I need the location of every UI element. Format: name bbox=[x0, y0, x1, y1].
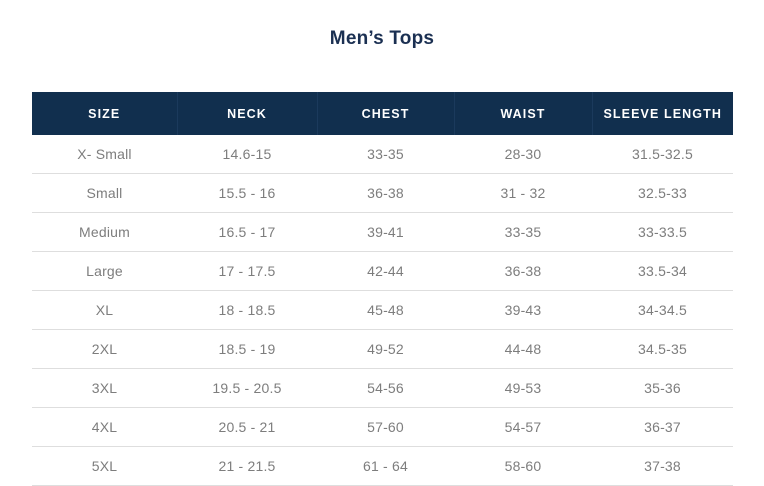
cell-neck: 20.5 - 21 bbox=[177, 407, 317, 447]
cell-size: 3XL bbox=[32, 368, 177, 408]
page-title: Men’s Tops bbox=[329, 28, 435, 49]
cell-waist: 49-53 bbox=[454, 368, 592, 408]
table-row: 4XL 20.5 - 21 57-60 54-57 36-37 bbox=[32, 407, 733, 447]
cell-size: 5XL bbox=[32, 446, 177, 486]
cell-size: Large bbox=[32, 251, 177, 291]
cell-neck: 17 - 17.5 bbox=[177, 251, 317, 291]
cell-sleeve: 33.5-34 bbox=[592, 251, 733, 291]
cell-waist: 44-48 bbox=[454, 329, 592, 369]
table-header: SIZE NECK CHEST WAIST SLEEVE LENGTH bbox=[32, 92, 733, 135]
cell-waist: 28-30 bbox=[454, 135, 592, 174]
cell-sleeve: 34-34.5 bbox=[592, 290, 733, 330]
cell-sleeve: 31.5-32.5 bbox=[592, 135, 733, 174]
cell-sleeve: 37-38 bbox=[592, 446, 733, 486]
cell-neck: 16.5 - 17 bbox=[177, 212, 317, 252]
table-row: 5XL 21 - 21.5 61 - 64 58-60 37-38 bbox=[32, 446, 733, 486]
cell-waist: 36-38 bbox=[454, 251, 592, 291]
size-chart-table-wrapper: SIZE NECK CHEST WAIST SLEEVE LENGTH X- S… bbox=[32, 92, 733, 486]
cell-sleeve: 36-37 bbox=[592, 407, 733, 447]
cell-neck: 19.5 - 20.5 bbox=[177, 368, 317, 408]
cell-waist: 54-57 bbox=[454, 407, 592, 447]
column-header-chest: CHEST bbox=[317, 92, 455, 135]
table-row: XL 18 - 18.5 45-48 39-43 34-34.5 bbox=[32, 290, 733, 330]
cell-chest: 39-41 bbox=[317, 212, 454, 252]
cell-chest: 61 - 64 bbox=[317, 446, 454, 486]
cell-size: XL bbox=[32, 290, 177, 330]
cell-waist: 58-60 bbox=[454, 446, 592, 486]
cell-chest: 33-35 bbox=[317, 135, 454, 174]
column-header-sleeve: SLEEVE LENGTH bbox=[603, 106, 722, 121]
table-body: X- Small 14.6-15 33-35 28-30 31.5-32.5 S… bbox=[32, 135, 733, 486]
cell-waist: 33-35 bbox=[454, 212, 592, 252]
cell-chest: 54-56 bbox=[317, 368, 454, 408]
cell-size: 2XL bbox=[32, 329, 177, 369]
size-chart-table: SIZE NECK CHEST WAIST SLEEVE LENGTH X- S… bbox=[32, 92, 733, 486]
table-row: 3XL 19.5 - 20.5 54-56 49-53 35-36 bbox=[32, 368, 733, 408]
cell-chest: 42-44 bbox=[317, 251, 454, 291]
cell-size: 4XL bbox=[32, 407, 177, 447]
cell-sleeve: 35-36 bbox=[592, 368, 733, 408]
cell-neck: 18 - 18.5 bbox=[177, 290, 317, 330]
cell-chest: 57-60 bbox=[317, 407, 454, 447]
column-header-size: SIZE bbox=[32, 92, 178, 135]
column-header-waist: WAIST bbox=[454, 92, 593, 135]
cell-waist: 31 - 32 bbox=[454, 173, 592, 213]
table-header-row: SIZE NECK CHEST WAIST SLEEVE LENGTH bbox=[32, 92, 733, 135]
cell-sleeve: 32.5-33 bbox=[592, 173, 733, 213]
column-header-neck: NECK bbox=[177, 92, 318, 135]
cell-size: Medium bbox=[32, 212, 177, 252]
cell-chest: 36-38 bbox=[317, 173, 454, 213]
cell-chest: 45-48 bbox=[317, 290, 454, 330]
cell-chest: 49-52 bbox=[317, 329, 454, 369]
cell-neck: 21 - 21.5 bbox=[177, 446, 317, 486]
cell-size: X- Small bbox=[32, 135, 177, 174]
table-row: X- Small 14.6-15 33-35 28-30 31.5-32.5 bbox=[32, 135, 733, 174]
cell-size: Small bbox=[32, 173, 177, 213]
table-row: Small 15.5 - 16 36-38 31 - 32 32.5-33 bbox=[32, 173, 733, 213]
table-row: Medium 16.5 - 17 39-41 33-35 33-33.5 bbox=[32, 212, 733, 252]
cell-neck: 15.5 - 16 bbox=[177, 173, 317, 213]
cell-sleeve: 34.5-35 bbox=[592, 329, 733, 369]
cell-neck: 18.5 - 19 bbox=[177, 329, 317, 369]
cell-waist: 39-43 bbox=[454, 290, 592, 330]
table-row: Large 17 - 17.5 42-44 36-38 33.5-34 bbox=[32, 251, 733, 291]
table-row: 2XL 18.5 - 19 49-52 44-48 34.5-35 bbox=[32, 329, 733, 369]
cell-neck: 14.6-15 bbox=[177, 135, 317, 174]
cell-sleeve: 33-33.5 bbox=[592, 212, 733, 252]
